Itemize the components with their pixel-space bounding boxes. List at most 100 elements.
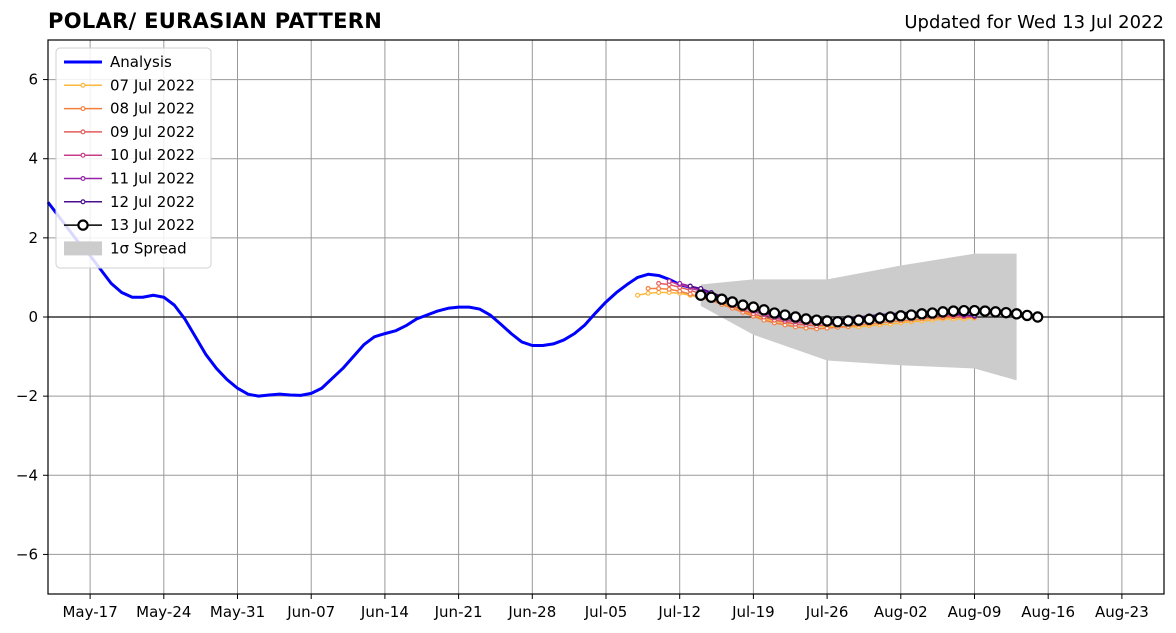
latest-forecast-point bbox=[821, 315, 833, 327]
latest-forecast-point bbox=[968, 304, 981, 317]
x-tick-label: Jun-14 bbox=[360, 603, 409, 621]
legend-item: 1σ Spread bbox=[64, 239, 187, 257]
x-tick-label: Jun-07 bbox=[286, 603, 335, 621]
latest-forecast-point bbox=[979, 305, 991, 317]
legend-label: 08 Jul 2022 bbox=[110, 100, 195, 118]
legend-label: 11 Jul 2022 bbox=[110, 170, 195, 188]
legend-label: 13 Jul 2022 bbox=[110, 216, 195, 234]
chart-subtitle: Updated for Wed 13 Jul 2022 bbox=[904, 12, 1164, 33]
forecast-point bbox=[635, 292, 641, 298]
latest-forecast-point bbox=[884, 311, 896, 323]
latest-forecast-point bbox=[831, 316, 844, 328]
y-tick-label: −2 bbox=[16, 387, 38, 405]
legend-label: 10 Jul 2022 bbox=[110, 146, 195, 164]
legend-handle-patch bbox=[64, 241, 102, 256]
latest-forecast-point bbox=[1021, 309, 1033, 322]
legend: Analysis 07 Jul 2022 08 Jul 2022 09 Jul 202… bbox=[55, 47, 212, 269]
x-tick-label: Jun-28 bbox=[507, 603, 556, 621]
y-tick-label: 4 bbox=[28, 150, 38, 168]
latest-forecast-point bbox=[958, 304, 970, 317]
forecast-point bbox=[677, 288, 683, 294]
legend-label: Analysis bbox=[110, 53, 172, 71]
legend-item: Analysis bbox=[64, 53, 172, 71]
latest-forecast-point bbox=[716, 293, 728, 305]
latest-forecast-point bbox=[779, 309, 791, 321]
legend-label: 09 Jul 2022 bbox=[110, 123, 195, 141]
latest-forecast-point bbox=[874, 312, 886, 324]
latest-forecast-point bbox=[768, 307, 781, 319]
legend-label: 12 Jul 2022 bbox=[110, 193, 195, 211]
x-axis: May-17 May-24 May-31 Jun-07 Jun-14 Jun-21 Jun-… bbox=[62, 594, 1149, 621]
latest-forecast-point bbox=[810, 314, 823, 326]
x-tick-label: Jul-19 bbox=[731, 603, 775, 621]
x-tick-label: May-31 bbox=[210, 603, 265, 621]
legend-item: 13 Jul 2022 bbox=[64, 216, 195, 234]
y-tick-label: −4 bbox=[16, 466, 38, 484]
legend-item: 10 Jul 2022 bbox=[64, 146, 195, 164]
x-tick-label: Aug-02 bbox=[874, 603, 928, 621]
y-axis: 6 4 2 0 −2 −4 −6 bbox=[16, 71, 48, 563]
forecast-point bbox=[656, 289, 662, 295]
legend-item: 07 Jul 2022 bbox=[64, 76, 195, 94]
legend-handle-marker bbox=[77, 219, 89, 231]
legend-item: 08 Jul 2022 bbox=[64, 100, 195, 118]
forecast-point bbox=[687, 291, 693, 297]
legend-label: 1σ Spread bbox=[110, 239, 187, 257]
forecast-point bbox=[645, 290, 651, 296]
latest-forecast-point bbox=[726, 296, 739, 308]
latest-forecast-point bbox=[789, 311, 802, 323]
latest-forecast-point bbox=[705, 291, 717, 303]
latest-forecast-point bbox=[1010, 308, 1023, 320]
latest-forecast-point bbox=[842, 315, 854, 327]
latest-forecast-point bbox=[905, 309, 918, 321]
latest-forecast-point bbox=[758, 304, 770, 316]
y-tick-label: 6 bbox=[28, 71, 38, 89]
latest-forecast-point bbox=[947, 305, 960, 317]
legend-item: 12 Jul 2022 bbox=[64, 193, 195, 211]
latest-forecast-point bbox=[747, 301, 760, 313]
x-tick-label: May-24 bbox=[136, 603, 191, 621]
latest-forecast-point bbox=[1031, 311, 1044, 323]
latest-forecast-point bbox=[852, 314, 865, 326]
forecast-point bbox=[645, 286, 651, 292]
forecast-point bbox=[656, 280, 662, 286]
latest-forecast-point bbox=[737, 299, 749, 311]
legend-item: 09 Jul 2022 bbox=[64, 123, 195, 141]
forecast-point bbox=[666, 278, 672, 284]
y-tick-label: −6 bbox=[16, 545, 38, 563]
forecast-point bbox=[666, 286, 672, 292]
x-tick-label: Jul-26 bbox=[805, 603, 849, 621]
latest-forecast-point bbox=[1000, 306, 1012, 319]
x-tick-label: Aug-16 bbox=[1021, 603, 1075, 621]
latest-forecast-point bbox=[937, 306, 949, 318]
latest-forecast-point bbox=[800, 313, 812, 325]
legend-handle-marker bbox=[80, 152, 86, 158]
y-tick-label: 0 bbox=[28, 308, 38, 326]
analysis-line bbox=[46, 201, 712, 398]
forecast-point bbox=[656, 286, 662, 292]
chart-title: POLAR/ EURASIAN PATTERN bbox=[48, 9, 383, 33]
x-tick-label: Aug-09 bbox=[948, 603, 1002, 621]
latest-forecast-point bbox=[989, 306, 1002, 318]
x-tick-label: Jun-21 bbox=[434, 603, 483, 621]
legend-handle-marker bbox=[80, 82, 86, 88]
latest-forecast-point bbox=[695, 289, 707, 301]
x-tick-label: Jul-05 bbox=[584, 603, 628, 621]
latest-forecast-point bbox=[926, 307, 939, 319]
series-layer bbox=[46, 201, 1044, 398]
latest-forecast-series bbox=[695, 289, 1044, 328]
x-tick-label: Jul-12 bbox=[657, 603, 701, 621]
x-tick-label: May-17 bbox=[62, 603, 117, 621]
forecast-point bbox=[677, 280, 683, 286]
legend-handle-marker bbox=[80, 176, 86, 182]
legend-box bbox=[55, 47, 212, 269]
legend-handle-marker bbox=[80, 106, 86, 112]
y-tick-label: 2 bbox=[28, 229, 38, 247]
legend-item: 11 Jul 2022 bbox=[64, 170, 195, 188]
latest-forecast-point bbox=[863, 313, 875, 326]
forecast-point bbox=[687, 283, 693, 289]
latest-forecast-point bbox=[916, 308, 928, 320]
legend-label: 07 Jul 2022 bbox=[110, 76, 195, 94]
legend-handle-marker bbox=[80, 129, 86, 135]
